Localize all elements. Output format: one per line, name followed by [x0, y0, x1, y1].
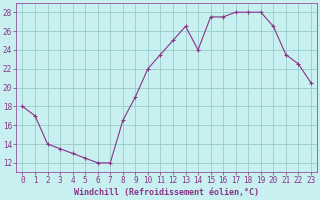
X-axis label: Windchill (Refroidissement éolien,°C): Windchill (Refroidissement éolien,°C): [74, 188, 259, 197]
